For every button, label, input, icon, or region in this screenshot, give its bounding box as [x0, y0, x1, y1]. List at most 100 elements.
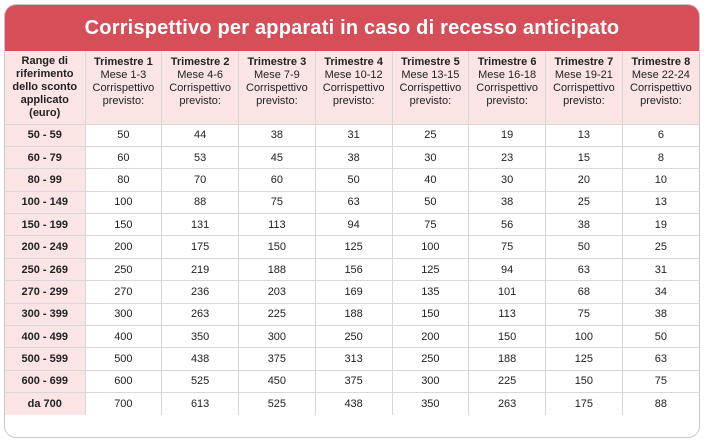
quarter-header-label: Corrispettivo [322, 82, 385, 94]
value-cell: 236 [161, 280, 239, 304]
quarter-header-months: Mese 13-15 [401, 69, 460, 81]
value-cell: 8 [622, 146, 699, 170]
value-cell: 175 [161, 235, 239, 259]
table-row: 60 - 79 60 53 45 38 30 23 15 8 [5, 146, 699, 170]
value-cell: 438 [161, 347, 239, 371]
value-cell: 188 [238, 258, 316, 282]
quarter-header-label: previsto: [179, 95, 221, 107]
quarter-header: Trimestre 8 Mese 22-24 Corrispettivo previs… [622, 51, 699, 125]
value-cell: 350 [392, 392, 470, 415]
value-cell: 270 [85, 280, 163, 304]
quarter-header-label: Corrispettivo [246, 82, 308, 94]
quarter-header-title: Trimestre 7 [554, 56, 614, 68]
quarter-header-label: previsto: [486, 95, 528, 107]
value-cell: 100 [85, 191, 163, 215]
value-cell: 23 [468, 146, 546, 170]
value-cell: 150 [392, 303, 470, 327]
quarter-header-label: Corrispettivo [169, 82, 231, 94]
quarter-header-title: Trimestre 3 [247, 56, 307, 68]
value-cell: 375 [238, 347, 316, 371]
value-cell: 44 [161, 124, 239, 147]
value-cell: 63 [622, 347, 699, 371]
value-cell: 150 [545, 370, 623, 394]
value-cell: 219 [161, 258, 239, 282]
quarter-header: Trimestre 3 Mese 7-9 Corrispettivo previsto… [238, 51, 316, 125]
quarter-header-title: Trimestre 2 [170, 56, 230, 68]
value-cell: 100 [545, 325, 623, 349]
table-row: 150 - 199 150 131 113 94 75 56 38 19 [5, 213, 699, 237]
quarter-header-label: previsto: [640, 95, 682, 107]
value-cell: 38 [238, 124, 316, 147]
value-cell: 38 [468, 191, 546, 215]
value-cell: 131 [161, 213, 239, 237]
value-cell: 188 [468, 347, 546, 371]
value-cell: 125 [315, 235, 393, 259]
range-header-line: Range di [21, 54, 68, 67]
value-cell: 100 [392, 235, 470, 259]
value-cell: 53 [161, 146, 239, 170]
table-title: Corrispettivo per apparati in caso di re… [5, 5, 699, 51]
table-row: 600 - 699 600 525 450 375 300 225 150 75 [5, 370, 699, 394]
value-cell: 375 [315, 370, 393, 394]
range-cell: 300 - 399 [5, 303, 86, 327]
quarter-header-label: previsto: [256, 95, 298, 107]
range-cell: da 700 [5, 392, 86, 415]
quarter-header-months: Mese 10-12 [324, 69, 383, 81]
value-cell: 613 [161, 392, 239, 415]
table-row: 270 - 299 270 236 203 169 135 101 68 34 [5, 280, 699, 304]
value-cell: 60 [238, 168, 316, 192]
value-cell: 263 [468, 392, 546, 415]
value-cell: 25 [545, 191, 623, 215]
quarter-header-months: Mese 22-24 [631, 69, 690, 81]
value-cell: 188 [315, 303, 393, 327]
value-cell: 125 [545, 347, 623, 371]
quarter-header-months: Mese 19-21 [554, 69, 613, 81]
value-cell: 300 [392, 370, 470, 394]
value-cell: 225 [238, 303, 316, 327]
range-header-line: riferimento [16, 67, 74, 80]
range-cell: 500 - 599 [5, 347, 86, 371]
value-cell: 15 [545, 146, 623, 170]
quarter-header-label: previsto: [102, 95, 145, 107]
quarter-header-months: Mese 7-9 [253, 69, 300, 81]
quarter-header-title: Trimestre 8 [631, 56, 691, 68]
value-cell: 19 [622, 213, 699, 237]
quarter-header-label: Corrispettivo [92, 82, 155, 94]
value-cell: 203 [238, 280, 316, 304]
quarter-header-months: Mese 1-3 [100, 69, 147, 81]
value-cell: 263 [161, 303, 239, 327]
value-cell: 600 [85, 370, 163, 394]
value-cell: 88 [161, 191, 239, 215]
value-cell: 200 [85, 235, 163, 259]
value-cell: 350 [161, 325, 239, 349]
value-cell: 88 [654, 397, 667, 410]
value-cell: 38 [622, 303, 699, 327]
value-cell: 63 [315, 191, 393, 215]
value-cell: 30 [392, 146, 470, 170]
quarter-header-title: Trimestre 1 [94, 56, 153, 68]
value-cell: 101 [468, 280, 546, 304]
value-cell: 20 [545, 168, 623, 192]
value-cell: 300 [85, 303, 163, 327]
value-cell: 225 [468, 370, 546, 394]
value-cell: 175 [545, 392, 623, 415]
quarter-header-label: Corrispettivo [476, 82, 538, 94]
quarter-header-title: Trimestre 5 [401, 56, 460, 68]
quarter-header-label: previsto: [332, 95, 375, 107]
table-card: Corrispettivo per apparati in caso di re… [4, 4, 700, 438]
table-row: 300 - 399 300 263 225 188 150 113 75 38 [5, 303, 699, 327]
value-cell: 31 [315, 124, 393, 147]
range-header-line: dello sconto [12, 80, 78, 93]
quarter-header-label: Corrispettivo [399, 82, 462, 94]
value-cell: 250 [85, 258, 163, 282]
value-cell: 68 [545, 280, 623, 304]
value-cell: 70 [161, 168, 239, 192]
value-cell: 60 [85, 146, 163, 170]
table-body: 50 - 59 50 44 38 31 25 19 13 6 60 - 79 60 53 45 38 30 2… [5, 124, 699, 415]
range-cell: 400 - 499 [5, 325, 86, 349]
value-cell: 438 [315, 392, 393, 415]
value-cell: 10 [622, 168, 699, 192]
range-cell: 150 - 199 [5, 213, 86, 237]
recesso-table: Range di riferimento dello sconto applic… [5, 51, 699, 415]
value-cell: 169 [315, 280, 393, 304]
